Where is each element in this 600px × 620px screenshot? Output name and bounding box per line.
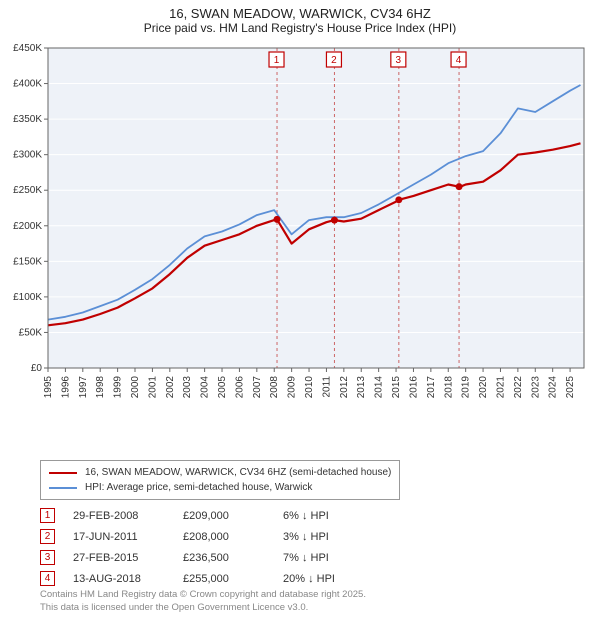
- svg-text:£450K: £450K: [13, 43, 42, 54]
- footer-line: This data is licensed under the Open Gov…: [40, 602, 366, 614]
- legend: 16, SWAN MEADOW, WARWICK, CV34 6HZ (semi…: [40, 460, 400, 500]
- svg-text:2019: 2019: [461, 376, 472, 399]
- svg-text:2016: 2016: [408, 376, 419, 399]
- event-marker: 1: [40, 508, 55, 523]
- event-price: £255,000: [183, 568, 283, 589]
- svg-text:3: 3: [396, 55, 402, 66]
- event-date: 17-JUN-2011: [73, 526, 183, 547]
- svg-text:2024: 2024: [548, 376, 559, 399]
- legend-item: 16, SWAN MEADOW, WARWICK, CV34 6HZ (semi…: [49, 465, 391, 480]
- event-price: £209,000: [183, 505, 283, 526]
- svg-text:2018: 2018: [443, 376, 454, 399]
- svg-text:2012: 2012: [339, 376, 350, 399]
- svg-text:2025: 2025: [565, 376, 576, 399]
- event-row: 2 17-JUN-2011£208,0003% ↓ HPI: [40, 526, 347, 547]
- legend-swatch-blue: [49, 487, 77, 489]
- svg-text:£350K: £350K: [13, 114, 42, 125]
- event-diff: 3% ↓ HPI: [283, 526, 347, 547]
- svg-text:2000: 2000: [130, 376, 141, 399]
- svg-text:£100K: £100K: [13, 292, 42, 303]
- event-row: 3 27-FEB-2015£236,5007% ↓ HPI: [40, 547, 347, 568]
- svg-text:1997: 1997: [78, 376, 89, 399]
- legend-swatch-red: [49, 472, 77, 474]
- svg-text:2009: 2009: [287, 376, 298, 399]
- event-row: 4 13-AUG-2018£255,00020% ↓ HPI: [40, 568, 347, 589]
- legend-label: HPI: Average price, semi-detached house,…: [85, 480, 312, 495]
- event-diff: 7% ↓ HPI: [283, 547, 347, 568]
- chart-title: 16, SWAN MEADOW, WARWICK, CV34 6HZ Price…: [0, 0, 600, 37]
- svg-text:2014: 2014: [374, 376, 385, 399]
- svg-text:1995: 1995: [43, 376, 54, 399]
- svg-text:2020: 2020: [478, 376, 489, 399]
- legend-label: 16, SWAN MEADOW, WARWICK, CV34 6HZ (semi…: [85, 465, 391, 480]
- event-date: 13-AUG-2018: [73, 568, 183, 589]
- svg-text:£0: £0: [31, 363, 43, 374]
- chart-area: £0 £50K £100K £150K £200K £250K £300K £350K £400…: [8, 42, 592, 412]
- svg-text:2002: 2002: [165, 376, 176, 399]
- event-row: 1 29-FEB-2008£209,0006% ↓ HPI: [40, 505, 347, 526]
- svg-text:2: 2: [331, 55, 337, 66]
- svg-text:2008: 2008: [269, 376, 280, 399]
- event-diff: 20% ↓ HPI: [283, 568, 347, 589]
- svg-text:4: 4: [456, 55, 462, 66]
- event-marker: 2: [40, 529, 55, 544]
- svg-text:1998: 1998: [95, 376, 106, 399]
- svg-text:2011: 2011: [321, 376, 332, 398]
- title-line-1: 16, SWAN MEADOW, WARWICK, CV34 6HZ: [0, 6, 600, 21]
- svg-text:£250K: £250K: [13, 185, 42, 196]
- svg-text:2022: 2022: [513, 376, 524, 399]
- svg-text:£300K: £300K: [13, 150, 42, 161]
- event-date: 27-FEB-2015: [73, 547, 183, 568]
- svg-text:2005: 2005: [217, 376, 228, 399]
- svg-text:2010: 2010: [304, 376, 315, 399]
- svg-text:£200K: £200K: [13, 221, 42, 232]
- event-date: 29-FEB-2008: [73, 505, 183, 526]
- footer-attribution: Contains HM Land Registry data © Crown c…: [40, 589, 366, 614]
- svg-text:£400K: £400K: [13, 79, 42, 90]
- svg-text:2003: 2003: [182, 376, 193, 399]
- svg-text:2013: 2013: [356, 376, 367, 399]
- svg-text:2001: 2001: [147, 376, 158, 399]
- svg-text:2015: 2015: [391, 376, 402, 399]
- svg-text:2007: 2007: [252, 376, 263, 399]
- svg-text:2004: 2004: [200, 376, 211, 399]
- line-chart-svg: £0 £50K £100K £150K £200K £250K £300K £350K £400…: [8, 42, 592, 412]
- svg-text:2023: 2023: [530, 376, 541, 399]
- event-marker: 4: [40, 571, 55, 586]
- event-price: £236,500: [183, 547, 283, 568]
- events-table: 1 29-FEB-2008£209,0006% ↓ HPI 2 17-JUN-2011…: [40, 505, 347, 589]
- event-diff: 6% ↓ HPI: [283, 505, 347, 526]
- svg-text:£50K: £50K: [19, 327, 43, 338]
- event-price: £208,000: [183, 526, 283, 547]
- footer-line: Contains HM Land Registry data © Crown c…: [40, 589, 366, 601]
- svg-text:2021: 2021: [495, 376, 506, 399]
- event-marker: 3: [40, 550, 55, 565]
- svg-text:2017: 2017: [426, 376, 437, 399]
- svg-text:£150K: £150K: [13, 256, 42, 267]
- title-line-2: Price paid vs. HM Land Registry's House …: [0, 21, 600, 35]
- legend-item: HPI: Average price, semi-detached house,…: [49, 480, 391, 495]
- svg-text:1999: 1999: [113, 376, 124, 399]
- svg-text:1: 1: [274, 55, 280, 66]
- svg-text:2006: 2006: [234, 376, 245, 399]
- svg-text:1996: 1996: [60, 376, 71, 399]
